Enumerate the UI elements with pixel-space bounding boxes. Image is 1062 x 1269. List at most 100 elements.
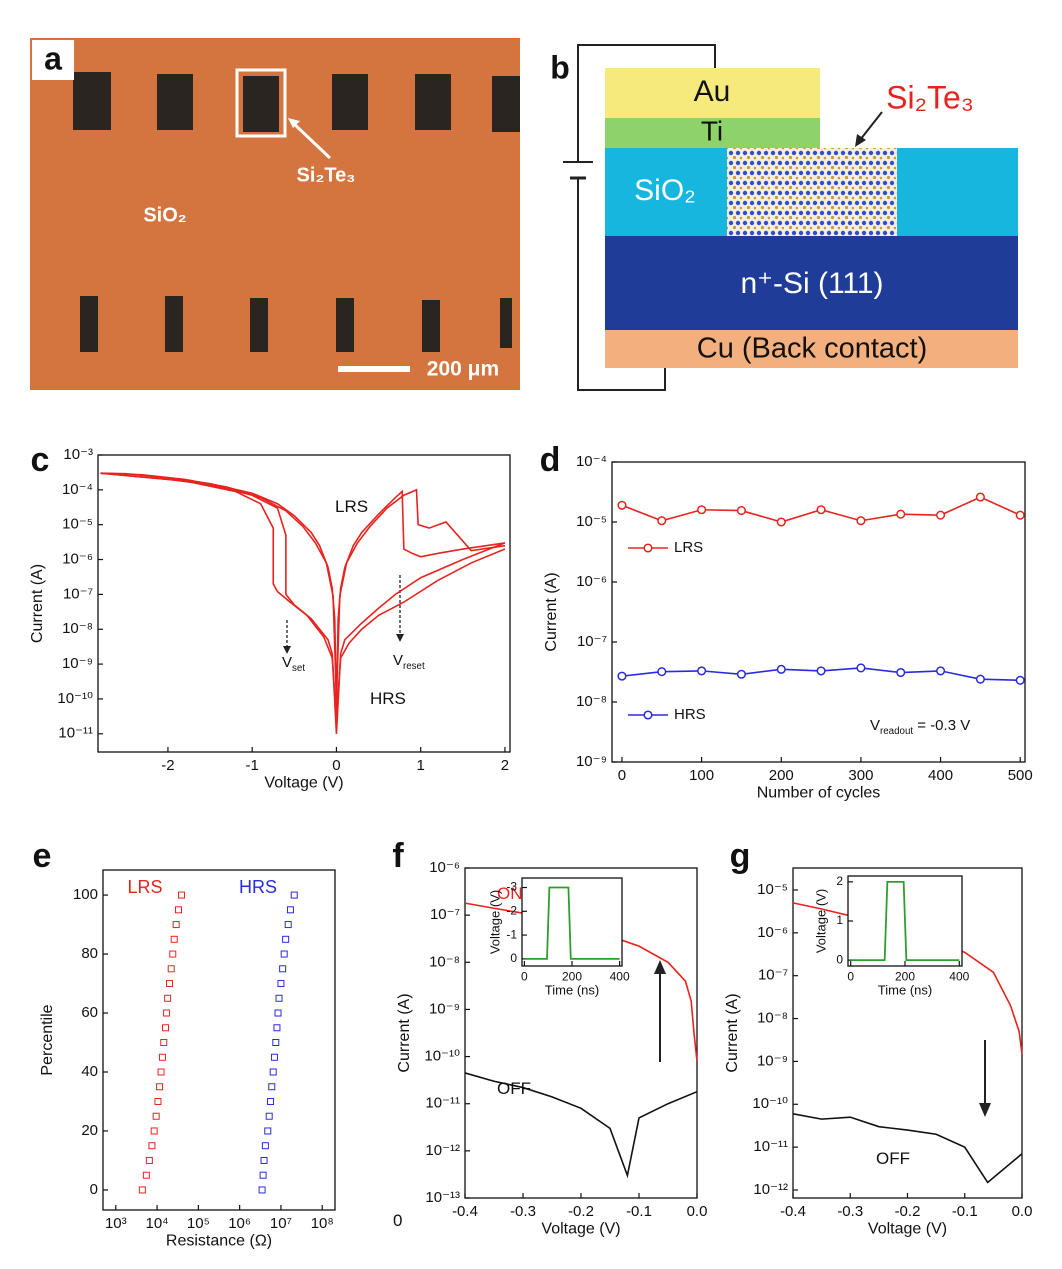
annotation: Vreset (393, 652, 425, 672)
point (269, 1068, 277, 1076)
x-tick-label: 1 (417, 757, 425, 774)
x-tick-label: 2 (501, 757, 509, 774)
point (272, 1039, 280, 1047)
x-tick-label: -0.1 (626, 1203, 652, 1220)
panel-label: g (730, 837, 751, 875)
y-tick-label: 10⁻⁸ (576, 693, 607, 710)
y-tick-label: 10⁻¹⁰ (424, 1048, 460, 1065)
annotation-arrows (283, 575, 991, 1117)
annotation-text: OFF (876, 1149, 910, 1168)
y-tick-label: 10⁻⁶ (429, 859, 460, 876)
y-tick-label: 10⁻⁶ (757, 924, 788, 941)
x-tick-label: -0.3 (510, 1203, 536, 1220)
y-tick-label: 0 (836, 952, 843, 966)
point (158, 1053, 166, 1061)
annotation: LRS (335, 497, 368, 516)
x-axis-label: Number of cycles (757, 785, 881, 802)
y-tick-label: 10⁻¹¹ (58, 725, 93, 742)
x-tick-label: 100 (689, 767, 714, 784)
x-tick-label: 0.0 (687, 1203, 708, 1220)
line (792, 1112, 1023, 1184)
panel-label: d (540, 441, 561, 479)
material-label: Si₂Te₃ (297, 164, 356, 186)
y-tick-label: 0 (90, 1181, 98, 1198)
marker (856, 663, 866, 673)
y-tick-label: 10⁻³ (63, 446, 93, 463)
point (274, 1009, 282, 1017)
legend-marker (643, 543, 653, 553)
y-tick-label: 10⁻⁹ (576, 753, 607, 770)
panel-label: e (33, 837, 52, 875)
marker (1015, 675, 1025, 685)
panel-label: a (44, 40, 62, 76)
x-tick-label: 200 (562, 970, 582, 984)
layer-label: SiO₂ (634, 174, 696, 207)
point (265, 1112, 273, 1120)
point (282, 935, 290, 943)
legend-marker (643, 710, 653, 720)
x-tick-label: 300 (848, 767, 873, 784)
marker (975, 492, 985, 502)
annotation: OFF (876, 1149, 910, 1168)
marker (816, 666, 826, 676)
point (164, 994, 172, 1002)
y-tick-label: 10⁻¹¹ (753, 1138, 788, 1155)
x-tick-label: 400 (610, 970, 630, 984)
y-tick-label: 10⁻⁸ (757, 1010, 788, 1027)
point (152, 1112, 160, 1120)
marker (816, 505, 826, 515)
point (156, 1083, 164, 1091)
x-tick-label: -2 (161, 757, 174, 774)
y-tick-label: 10⁻⁷ (430, 906, 460, 923)
point (169, 950, 177, 958)
marker (736, 506, 746, 516)
layer-label: Ti (701, 115, 723, 146)
layer-label: Au (694, 75, 731, 108)
point (280, 950, 288, 958)
x-tick-label: 400 (949, 970, 969, 984)
y-tick-label: 0 (510, 951, 517, 965)
material-label: Si₂Te₃ (886, 79, 974, 115)
point (286, 906, 294, 914)
point (275, 994, 283, 1002)
y-axis-label: Current (A) (396, 993, 413, 1072)
y-tick-label: 10⁻¹⁰ (57, 690, 93, 707)
y-tick-label: 10⁻⁸ (429, 953, 460, 970)
y-tick-label: 10⁻¹⁰ (752, 1095, 788, 1112)
x-tick-label: 10⁶ (228, 1215, 251, 1232)
series-label: LRS (127, 877, 162, 897)
series-label: HRS (239, 877, 277, 897)
y-tick-label: 10⁻⁴ (576, 453, 607, 470)
x-axis-label: Resistance (Ω) (166, 1233, 272, 1250)
annotation: Vset (282, 654, 305, 674)
marker (657, 667, 667, 677)
annotation-text: V (393, 652, 403, 669)
layer-label: Cu (Back contact) (697, 333, 927, 365)
point (273, 1024, 281, 1032)
substrate-label: SiO₂ (143, 204, 186, 226)
marker (936, 510, 946, 520)
panel-label: f (392, 837, 404, 875)
annotation-subscript: reset (403, 661, 425, 672)
point (154, 1097, 162, 1105)
point (157, 1068, 165, 1076)
point (160, 1039, 168, 1047)
x-tick-label: 10⁷ (270, 1215, 292, 1232)
annotation: OFF (497, 1079, 531, 1098)
y-tick-label: 10⁻¹² (425, 1142, 460, 1159)
x-tick-label: -0.3 (837, 1203, 863, 1220)
point (177, 891, 185, 899)
y-axis-label: Current (A) (543, 572, 560, 651)
y-tick-label: 10⁻⁶ (62, 551, 93, 568)
annotation: 0 (393, 1211, 402, 1230)
y-tick-label: 100 (73, 886, 98, 903)
y-tick-label: 1 (836, 913, 843, 927)
point (290, 891, 298, 899)
plot-frame (611, 461, 1026, 763)
micrograph (30, 38, 520, 390)
point (264, 1127, 272, 1135)
x-tick-label: 0 (521, 970, 528, 984)
point (279, 965, 287, 973)
marker (856, 516, 866, 526)
